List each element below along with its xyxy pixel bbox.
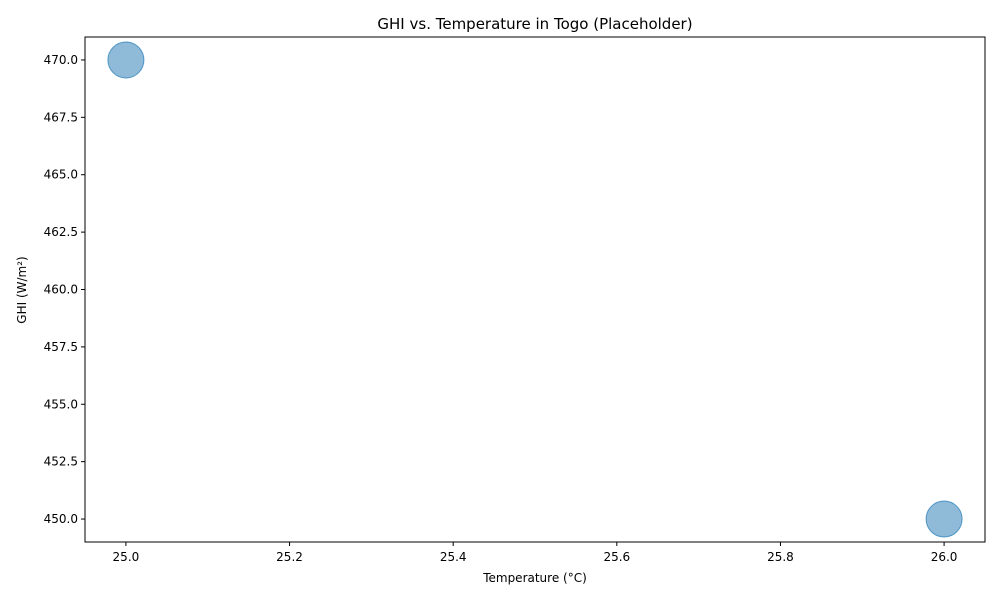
plot-area [107, 41, 963, 538]
y-axis-label: GHI (W/m²) [15, 256, 29, 323]
y-tick-label: 452.5 [44, 455, 78, 469]
y-tick-label: 467.5 [44, 110, 78, 124]
y-axis: 450.0 452.5 455.0 457.5 460.0 462.5 465.0 467.5… [44, 53, 85, 526]
x-tick-label: 25.8 [767, 550, 794, 564]
data-point [107, 41, 145, 79]
y-tick-label: 457.5 [44, 340, 78, 354]
data-point [925, 500, 963, 538]
y-tick-label: 470.0 [44, 53, 78, 67]
y-tick-label: 460.0 [44, 283, 78, 297]
x-tick-label: 26.0 [931, 550, 958, 564]
x-axis-label: Temperature (°C) [482, 571, 587, 585]
x-tick-label: 25.0 [113, 550, 140, 564]
x-tick-label: 25.4 [440, 550, 467, 564]
y-tick-label: 450.0 [44, 512, 78, 526]
plot-frame [84, 36, 986, 543]
chart-title: GHI vs. Temperature in Togo (Placeholder… [377, 15, 692, 33]
y-tick-label: 455.0 [44, 397, 78, 411]
x-axis: 25.0 25.2 25.4 25.6 25.8 26.0 [113, 542, 958, 564]
x-tick-label: 25.6 [603, 550, 630, 564]
y-tick-label: 465.0 [44, 168, 78, 182]
y-tick-label: 462.5 [44, 225, 78, 239]
x-tick-label: 25.2 [276, 550, 303, 564]
